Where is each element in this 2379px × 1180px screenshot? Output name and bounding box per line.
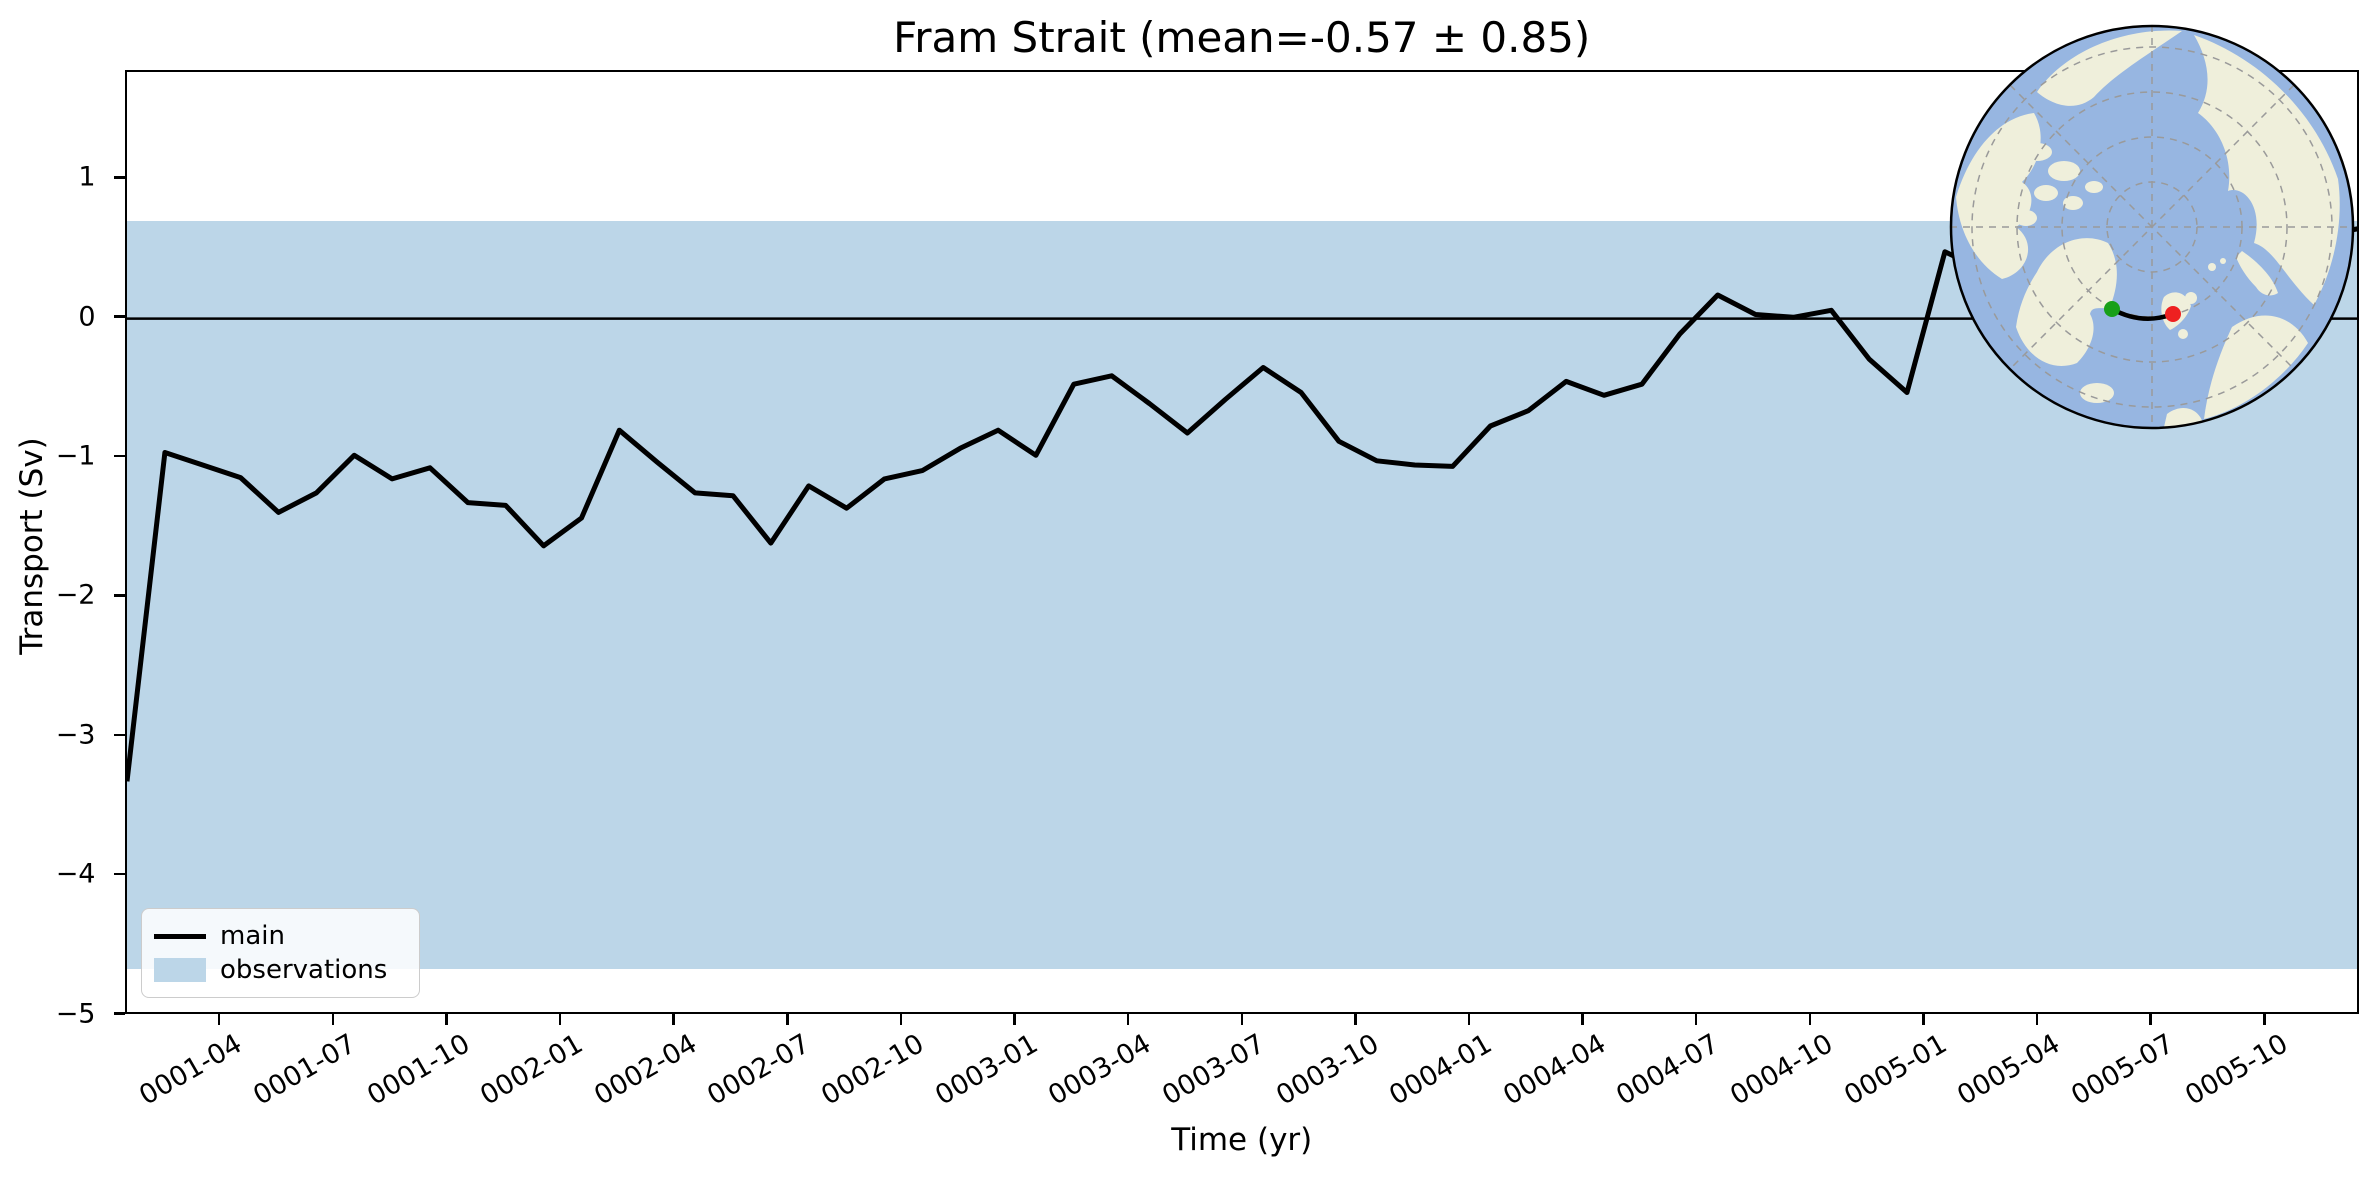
legend: main observations — [141, 908, 420, 998]
x-tick-label: 0001-10 — [361, 1027, 475, 1112]
x-tick-label: 0004-07 — [1611, 1027, 1725, 1112]
legend-item-main: main — [154, 921, 407, 951]
legend-label-observations: observations — [220, 955, 388, 985]
x-tick-mark — [217, 1013, 221, 1025]
y-tick-label: −3 — [55, 719, 96, 751]
x-tick-label: 0004-04 — [1497, 1027, 1612, 1112]
x-tick-label: 0001-04 — [134, 1027, 248, 1112]
x-tick-label: 0005-01 — [1838, 1027, 1952, 1112]
x-tick-label: 0003-01 — [929, 1027, 1044, 1112]
map-border — [1949, 24, 2355, 430]
x-tick-label: 0003-10 — [1270, 1027, 1384, 1112]
y-tick-mark — [113, 315, 125, 318]
y-tick-label: 0 — [78, 301, 96, 333]
x-tick-label: 0002-04 — [588, 1027, 703, 1112]
x-tick-mark — [1581, 1013, 1584, 1025]
x-tick-mark — [1126, 1013, 1130, 1025]
x-tick-label: 0004-01 — [1384, 1027, 1498, 1112]
observations-band — [126, 221, 2357, 970]
x-tick-mark — [2263, 1013, 2266, 1025]
x-tick-label: 0003-07 — [1157, 1027, 1271, 1112]
x-tick-mark — [1467, 1013, 1471, 1025]
x-tick-mark — [786, 1013, 789, 1025]
x-tick-mark — [445, 1013, 448, 1025]
legend-label-main: main — [220, 921, 285, 951]
observations-patch-swatch — [154, 958, 206, 982]
y-tick-mark — [113, 594, 125, 597]
y-tick-mark — [113, 1012, 125, 1015]
y-tick-mark — [113, 733, 125, 737]
x-tick-mark — [1922, 1013, 1925, 1025]
x-tick-mark — [2149, 1013, 2152, 1025]
y-tick-mark — [113, 872, 125, 876]
x-tick-label: 0002-10 — [816, 1027, 930, 1112]
x-tick-mark — [1013, 1013, 1016, 1025]
y-tick-label: −1 — [55, 440, 96, 472]
x-tick-mark — [1240, 1013, 1243, 1025]
map-landmasses — [1956, 30, 2340, 428]
x-tick-mark — [331, 1013, 335, 1025]
x-axis-label: Time (yr) — [1171, 1122, 1313, 1158]
x-tick-label: 0002-07 — [702, 1027, 816, 1112]
x-tick-label: 0001-07 — [248, 1027, 362, 1112]
x-tick-label: 0003-04 — [1043, 1027, 1157, 1112]
polar-inset-map — [1949, 24, 2355, 430]
section-start-marker — [2104, 301, 2120, 317]
x-tick-mark — [1808, 1013, 1812, 1025]
x-tick-mark — [899, 1013, 903, 1025]
chart-title: Fram Strait (mean=-0.57 ± 0.85) — [893, 13, 1591, 62]
x-tick-label: 0002-01 — [475, 1027, 589, 1112]
main-line-swatch — [154, 933, 206, 939]
x-tick-mark — [558, 1013, 562, 1025]
x-tick-label: 0005-10 — [2179, 1027, 2293, 1112]
y-tick-label: −4 — [55, 858, 96, 890]
x-tick-mark — [1354, 1013, 1357, 1025]
x-tick-label: 0005-07 — [2066, 1027, 2180, 1112]
x-tick-mark — [672, 1013, 675, 1025]
x-tick-label: 0005-04 — [1952, 1027, 2066, 1112]
y-tick-label: 1 — [78, 161, 96, 193]
x-tick-mark — [2035, 1013, 2039, 1025]
y-tick-label: −2 — [55, 579, 96, 611]
x-tick-mark — [1694, 1013, 1698, 1025]
y-tick-mark — [113, 176, 125, 179]
section-end-marker — [2165, 306, 2181, 322]
y-tick-mark — [113, 454, 125, 458]
y-tick-label: −5 — [55, 998, 96, 1029]
x-tick-label: 0004-10 — [1725, 1027, 1839, 1112]
legend-item-observations: observations — [154, 955, 407, 985]
map-graticule — [1951, 26, 2353, 428]
